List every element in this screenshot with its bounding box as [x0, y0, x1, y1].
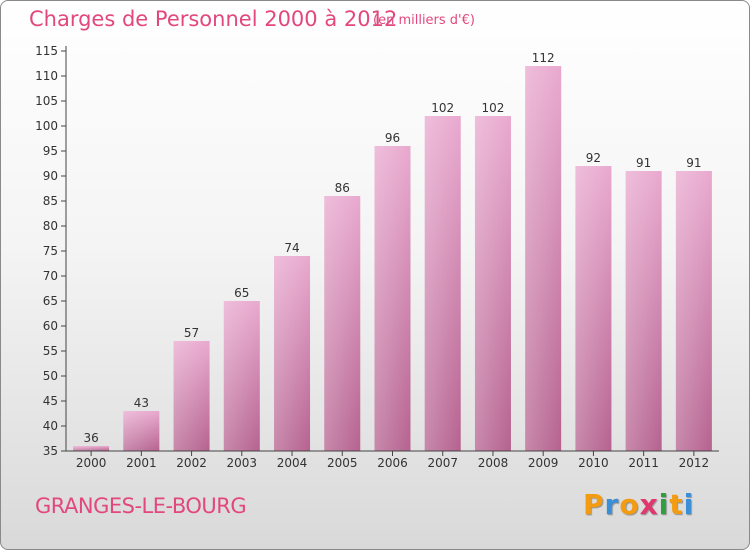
bar-highlight-2012 [675, 171, 712, 451]
bar-value-label: 91 [686, 156, 701, 170]
x-tick-label: 2008 [478, 456, 509, 470]
x-tick-label: 2001 [126, 456, 157, 470]
y-tick-label: 90 [43, 169, 58, 183]
x-tick-label: 2012 [679, 456, 710, 470]
bar-value-label: 96 [385, 131, 400, 145]
bar-highlight-2006 [374, 146, 411, 451]
bar-highlight-2009 [525, 66, 562, 451]
bar-value-label: 102 [482, 101, 505, 115]
x-tick-label: 2009 [528, 456, 559, 470]
bar-value-label: 65 [234, 286, 249, 300]
bar-highlight-2005 [324, 196, 361, 451]
x-tick-label: 2004 [277, 456, 308, 470]
logo-letter: x [639, 488, 659, 521]
y-tick-label: 100 [35, 119, 58, 133]
logo-letter: t [669, 488, 684, 521]
bar-highlight-2004 [274, 256, 311, 451]
x-tick-label: 2003 [227, 456, 258, 470]
logo-letter: o [619, 488, 640, 521]
y-tick-label: 75 [43, 244, 58, 258]
y-tick-label: 95 [43, 144, 58, 158]
y-tick-label: 65 [43, 294, 58, 308]
bar-highlight-2011 [625, 171, 662, 451]
bar-value-label: 74 [284, 241, 299, 255]
bar-value-label: 112 [532, 51, 555, 65]
bar-highlight-2000 [73, 446, 110, 451]
x-tick-label: 2011 [628, 456, 659, 470]
bar-highlight-2007 [424, 116, 461, 451]
y-tick-label: 110 [35, 69, 58, 83]
x-tick-label: 2010 [578, 456, 609, 470]
bar-highlight-2010 [575, 166, 612, 451]
y-tick-label: 80 [43, 219, 58, 233]
logo-letter: r [604, 488, 620, 521]
y-tick-label: 70 [43, 269, 58, 283]
bar-value-label: 43 [134, 396, 149, 410]
bar-value-label: 102 [431, 101, 454, 115]
proxiti-logo: Proxiti [583, 488, 694, 521]
bars: 36 43 57 65 74 86 96 102 102 112 92 91 91 [73, 51, 712, 451]
x-tick-label: 2007 [427, 456, 458, 470]
y-tick-label: 45 [43, 394, 58, 408]
x-axis: 2000 2001 2002 2003 2004 2005 2006 2007 2008 2009… [66, 450, 719, 470]
bar-value-label: 36 [83, 431, 98, 445]
y-tick-label: 35 [43, 444, 58, 458]
y-tick-label: 40 [43, 419, 58, 433]
logo-letter: i [683, 488, 695, 521]
bar-highlight-2008 [474, 116, 511, 451]
x-tick-label: 2005 [327, 456, 358, 470]
y-tick-label: 55 [43, 344, 58, 358]
logo-letter: i [658, 488, 670, 521]
y-axis: 35 40 45 50 55 60 65 70 75 80 85 90 95 100 105 110 115 [35, 44, 67, 458]
town-name: GRANGES-LE-BOURG [35, 494, 247, 518]
chart-subtitle: (en milliers d'€) [373, 13, 475, 28]
y-tick-label: 115 [35, 44, 58, 58]
bar-value-label: 91 [636, 156, 651, 170]
x-tick-label: 2002 [176, 456, 207, 470]
x-tick-label: 2006 [377, 456, 408, 470]
logo-letter: P [583, 488, 605, 521]
bar-value-label: 57 [184, 326, 199, 340]
bar-highlight-2002 [173, 341, 210, 451]
bar-value-label: 86 [335, 181, 350, 195]
chart-title: Charges de Personnel 2000 à 2012 [29, 7, 398, 31]
x-tick-label: 2000 [76, 456, 107, 470]
bar-highlight-2001 [123, 411, 160, 451]
y-tick-label: 60 [43, 319, 58, 333]
bar-value-label: 92 [586, 151, 601, 165]
bar-highlight-2003 [223, 301, 260, 451]
y-tick-label: 85 [43, 194, 58, 208]
y-tick-label: 50 [43, 369, 58, 383]
y-tick-label: 105 [35, 94, 58, 108]
